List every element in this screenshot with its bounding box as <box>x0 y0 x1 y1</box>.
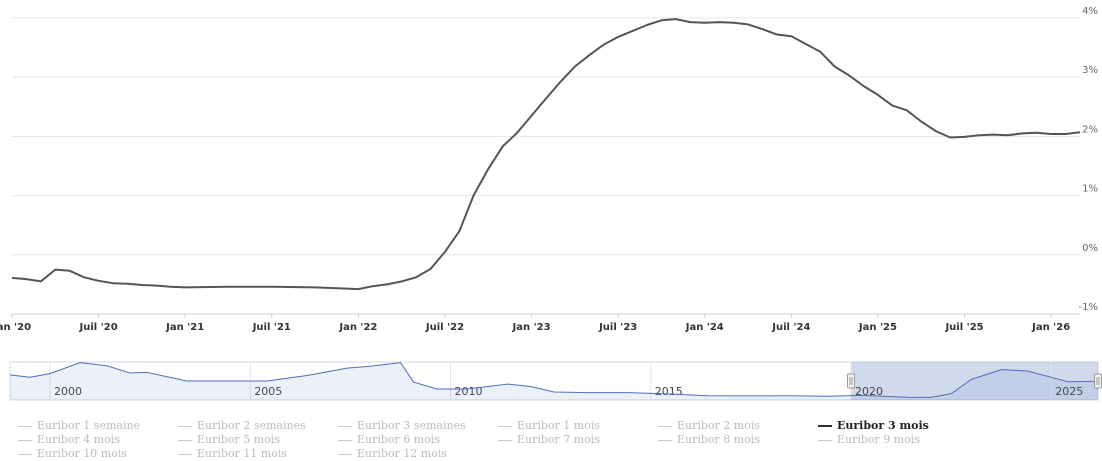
series-area <box>12 19 1080 289</box>
legend-swatch <box>178 426 192 427</box>
grid-lines <box>12 18 1080 314</box>
legend-item[interactable]: Euribor 9 mois <box>818 433 978 446</box>
x-tick-label: Juil '21 <box>252 322 291 333</box>
legend-swatch <box>178 440 192 441</box>
legend-swatch <box>658 426 672 427</box>
y-tick-label: 4% <box>1082 6 1098 17</box>
x-tick-label: Jan '25 <box>858 322 897 333</box>
navigator-handle-right[interactable] <box>1095 374 1102 388</box>
x-tick-label: Juil '25 <box>944 322 983 333</box>
legend-swatch <box>498 426 512 427</box>
y-tick-label: 2% <box>1082 124 1098 135</box>
legend-swatch <box>338 440 352 441</box>
x-tick-label: Jan '21 <box>165 322 204 333</box>
y-axis: 4% 3% 2% 1% 0% -1% <box>1079 6 1098 313</box>
legend-swatch <box>818 440 832 441</box>
x-axis: Jan '20 Juil '20 Jan '21 Juil '21 Jan '22 Jui… <box>0 314 1080 333</box>
x-tick-label: Jan '20 <box>0 322 31 333</box>
y-tick-label: 3% <box>1082 65 1098 76</box>
series-line-euribor-3-mois <box>12 19 1080 289</box>
y-tick-label: -1% <box>1079 302 1098 313</box>
x-tick-label: Jan '24 <box>685 322 724 333</box>
x-tick-label: Juil '24 <box>771 322 810 333</box>
legend-swatch <box>18 440 32 441</box>
legend-item[interactable]: Euribor 8 mois <box>658 433 818 446</box>
y-tick-label: 1% <box>1082 184 1098 195</box>
euribor-chart[interactable]: 4% 3% 2% 1% 0% -1% Jan '20 Juil '20 Jan '21 Juil… <box>0 0 1102 410</box>
legend-swatch <box>338 426 352 427</box>
x-tick-label: Jan '22 <box>338 322 377 333</box>
legend-label: Euribor 9 mois <box>837 433 920 446</box>
navigator[interactable]: 200020052010201520202025 <box>10 362 1102 400</box>
legend-item[interactable]: Euribor 7 mois <box>498 433 658 446</box>
x-tick-label: Jan '23 <box>512 322 551 333</box>
x-tick-label: Juil '20 <box>79 322 118 333</box>
x-tick-label: Juil '22 <box>425 322 464 333</box>
legend-swatch <box>18 426 32 427</box>
x-tick-label: Juil '23 <box>598 322 637 333</box>
legend-swatch <box>658 440 672 441</box>
legend-swatch <box>818 425 832 427</box>
navigator-handle-left[interactable] <box>848 374 855 388</box>
y-tick-label: 0% <box>1082 243 1098 254</box>
legend-swatch <box>498 440 512 441</box>
legend-label: Euribor 7 mois <box>517 433 600 446</box>
legend-label: Euribor 8 mois <box>677 433 760 446</box>
x-tick-label: Jan '26 <box>1031 322 1070 333</box>
